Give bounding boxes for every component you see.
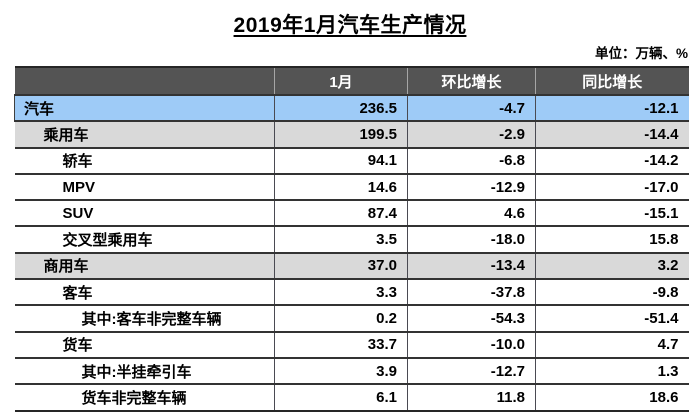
row-label: 客车	[14, 278, 275, 306]
header-cell-january: 1月	[274, 67, 408, 95]
row-value: 14.6	[274, 172, 408, 201]
row-value: 11.8	[407, 383, 536, 411]
header-row: 1月 环比增长 同比增长	[14, 67, 689, 95]
row-value: -4.7	[407, 93, 536, 122]
row-value: -12.7	[407, 356, 536, 385]
row-value: -14.4	[535, 120, 689, 148]
row-value: -54.3	[407, 304, 536, 332]
row-value: 6.1	[274, 383, 408, 411]
row-value: -12.1	[535, 93, 689, 122]
row-label: 商用车	[14, 251, 275, 280]
row-value: 18.6	[535, 383, 689, 411]
unit-note: 单位：万辆、%	[594, 46, 688, 61]
row-value: -37.8	[407, 278, 536, 306]
page: 2019年1月汽车生产情况 单位：万辆、% 1月 环比增长 同比增长 汽车 236…	[0, 9, 700, 420]
row-value: 3.2	[535, 251, 689, 280]
row-value: -17.0	[535, 172, 689, 201]
table-header: 1月 环比增长 同比增长	[14, 67, 689, 95]
row-label: 货车非完整车辆	[14, 383, 275, 411]
row-value: 3.5	[274, 225, 408, 253]
row-label: 汽车	[14, 93, 275, 122]
row-value: 33.7	[274, 330, 408, 358]
row-value: -15.1	[535, 199, 689, 227]
row-value: 0.2	[274, 304, 408, 332]
row-value: -9.8	[535, 278, 689, 306]
table-body: 汽车 236.5 -4.7 -12.1 乘用车 199.5 -2.9 -14.4 轿车 94.1-…	[14, 93, 689, 411]
row-label: SUV	[14, 199, 275, 227]
header-cell-category	[15, 67, 275, 95]
header-cell-mom-growth: 环比增长	[407, 67, 536, 95]
row-value: 199.5	[274, 120, 408, 148]
table-row: MPV 14.6 -12.9 -17.0	[14, 172, 689, 201]
table-row: 货车 33.7 -10.0 4.7	[14, 330, 689, 358]
row-value: -14.2	[535, 146, 689, 174]
row-label: 交叉型乘用车	[14, 225, 275, 253]
table-row: 客车 3.3 -37.8 -9.8	[14, 278, 689, 306]
page-title: 2019年1月汽车生产情况	[233, 14, 467, 37]
row-value: -18.0	[407, 225, 536, 253]
row-value: 1.3	[535, 356, 689, 385]
row-value: 4.7	[535, 330, 689, 358]
table-row: 商用车 37.0 -13.4 3.2	[14, 251, 689, 280]
row-value: 15.8	[535, 225, 689, 253]
header-cell-yoy-growth: 同比增长	[535, 67, 689, 95]
row-label: 其中:客车非完整车辆	[14, 304, 275, 332]
table-row: 其中:半挂牵引车 3.9 -12.7 1.3	[14, 356, 689, 385]
production-table: 1月 环比增长 同比增长 汽车 236.5 -4.7 -12.1 乘用车 199.5 -2.…	[14, 66, 689, 412]
row-value: -10.0	[407, 330, 536, 358]
row-value: 3.9	[274, 356, 408, 385]
table-row: 货车非完整车辆 6.1 11.8 18.6	[14, 383, 689, 411]
table-row: 乘用车 199.5 -2.9 -14.4	[14, 120, 689, 148]
row-value: -51.4	[535, 304, 689, 332]
table-row: 轿车 94.1 -6.8 -14.2	[14, 146, 689, 174]
row-label: 货车	[14, 330, 275, 358]
row-value: -2.9	[407, 120, 536, 148]
row-value: 4.6	[407, 199, 536, 227]
row-value: -12.9	[407, 172, 536, 201]
row-label: 乘用车	[14, 120, 275, 148]
row-value: 87.4	[274, 199, 408, 227]
row-value: -13.4	[407, 251, 536, 280]
row-value: 94.1	[274, 146, 408, 174]
table-row: 交叉型乘用车 3.5 -18.0 15.8	[14, 225, 689, 253]
table-row: 汽车 236.5 -4.7 -12.1	[14, 93, 689, 122]
row-value: -6.8	[407, 146, 536, 174]
row-label: MPV	[14, 172, 275, 201]
table-row: SUV 87.4 4.6 -15.1	[14, 199, 689, 227]
row-value: 236.5	[274, 93, 408, 122]
row-value: 37.0	[274, 251, 408, 280]
row-value: 3.3	[274, 278, 408, 306]
table-row: 其中:客车非完整车辆 0.2 -54.3 -51.4	[14, 304, 689, 332]
row-label: 其中:半挂牵引车	[14, 356, 275, 385]
row-label: 轿车	[14, 146, 275, 174]
